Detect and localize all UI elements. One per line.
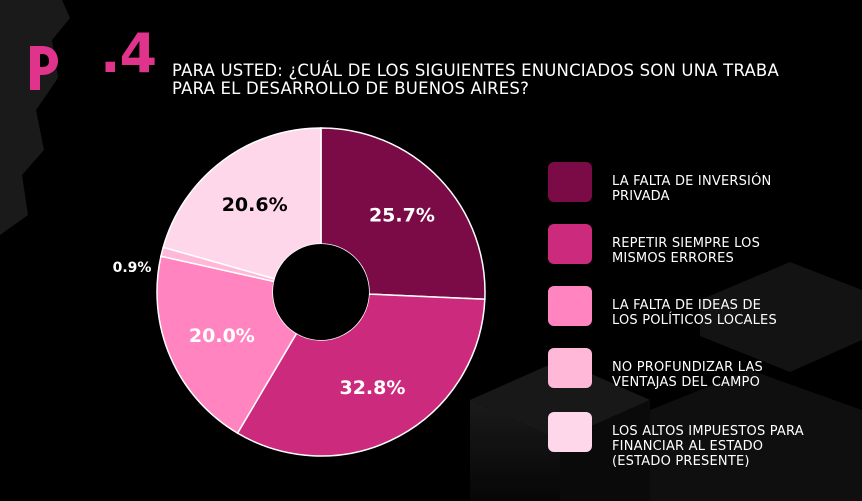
- legend-label: LA FALTA DE INVERSIÓN PRIVADA: [612, 174, 772, 204]
- chart-question-title: PARA USTED: ¿CUÁL DE LOS SIGUIENTES ENUN…: [172, 61, 779, 98]
- legend-swatch: [548, 162, 592, 202]
- legend-item: LA FALTA DE INVERSIÓN PRIVADA: [548, 162, 842, 204]
- data-label: 20.0%: [189, 325, 255, 347]
- legend-label: REPETIR SIEMPRE LOS MISMOS ERRORES: [612, 236, 761, 266]
- legend-swatch: [548, 348, 592, 388]
- data-label: 0.9%: [113, 260, 152, 276]
- data-label: 20.6%: [222, 194, 288, 216]
- data-label: 25.7%: [369, 205, 435, 227]
- legend-label: NO PROFUNDIZAR LAS VENTAJAS DEL CAMPO: [612, 360, 764, 390]
- legend-item: LOS ALTOS IMPUESTOS PARA FINANCIAR AL ES…: [548, 412, 842, 469]
- legend-label: LOS ALTOS IMPUESTOS PARA FINANCIAR AL ES…: [612, 424, 804, 469]
- slide-number: .4: [100, 22, 157, 85]
- data-label: 32.8%: [339, 377, 405, 399]
- legend-label: LA FALTA DE IDEAS DE LOS POLÍTICOS LOCAL…: [612, 298, 777, 328]
- donut-hole: [273, 244, 369, 340]
- legend-swatch: [548, 224, 592, 264]
- legend-item: REPETIR SIEMPRE LOS MISMOS ERRORES: [548, 224, 842, 266]
- legend-item: LA FALTA DE IDEAS DE LOS POLÍTICOS LOCAL…: [548, 286, 842, 328]
- cube-decoration: [470, 262, 862, 501]
- legend-item: NO PROFUNDIZAR LAS VENTAJAS DEL CAMPO: [548, 348, 842, 390]
- legend-swatch: [548, 286, 592, 326]
- logo-p-icon: [30, 46, 58, 90]
- legend-swatch: [548, 412, 592, 452]
